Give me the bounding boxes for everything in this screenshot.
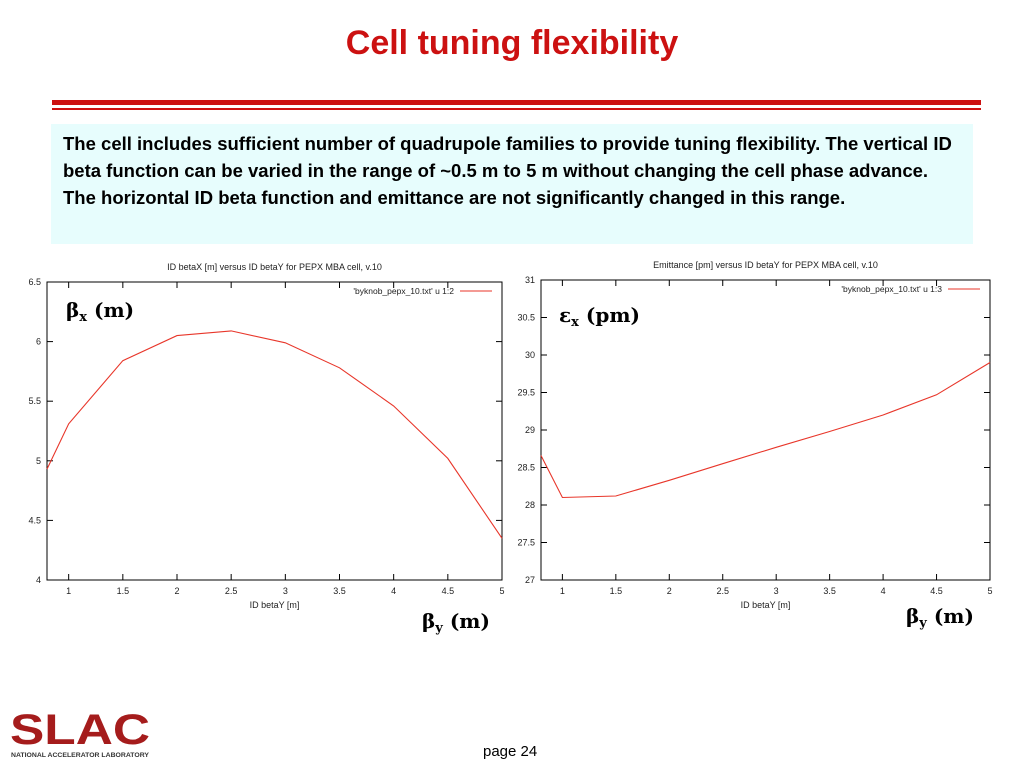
chart2-x-unit: (m) [933,604,974,628]
chart1-plot-frame [46,281,503,581]
chart2-x-tick-label: 2.5 [716,586,729,596]
chart2-y-tick-label: 31 [525,275,535,285]
chart1-y-unit: (m) [94,298,135,322]
chart2-x-tick-label: 1 [560,586,565,596]
chart1-x-tick-label: 5 [499,586,504,596]
chart2-y-subscript: x [571,315,579,330]
page-number: page 24 [483,743,538,760]
description-textbox: The cell includes sufficient number of q… [51,124,973,244]
chart1-x-unit: (m) [449,609,490,633]
chart1-x-axis-title: ID betaY [m] [250,600,300,610]
chart2-x-tick-label: 1.5 [610,586,623,596]
chart2-y-tick-label: 28 [525,500,535,510]
chart2-x-tick-label: 3 [774,586,779,596]
chart2-x-tick-label: 2 [667,586,672,596]
description-text: The cell includes sufficient number of q… [63,133,952,208]
chart2-x-axis-label: βy (m) [906,604,974,631]
chart1-title: ID betaX [m] versus ID betaY for PEPX MB… [167,262,382,272]
chart1-x-tick-label: 1.5 [117,586,130,596]
slac-logo: SLAC NATIONAL ACCELERATOR LABORATORY [10,706,160,767]
chart1-y-tick-label: 6.5 [28,277,41,287]
chart1-x-tick-label: 1 [66,586,71,596]
chart2-x-axis-title: ID betaY [m] [741,600,791,610]
chart2-x-symbol: β [906,604,920,628]
chart1-x-axis-label: βy (m) [422,609,490,636]
betax-chart-svg: ID betaX [m] versus ID betaY for PEPX MB… [28,262,504,610]
chart1-y-subscript: x [79,310,88,325]
chart2-x-tick-label: 4 [881,586,886,596]
chart2-x-tick-label: 4.5 [930,586,943,596]
chart1-x-symbol: β [422,609,436,633]
chart2-x-tick-label: 5 [987,586,992,596]
chart2-y-axis-label: εx (pm) [559,303,640,330]
chart1-x-subscript: y [435,621,443,636]
chart1-y-tick-label: 5.5 [28,396,41,406]
slac-logo-graphic: SLAC NATIONAL ACCELERATOR LABORATORY [10,706,150,759]
chart1-y-tick-label: 5 [36,456,41,466]
chart2-y-tick-label: 29.5 [517,388,535,398]
chart1-x-tick-label: 2.5 [225,586,238,596]
logo-subtext: NATIONAL ACCELERATOR LABORATORY [11,753,149,759]
chart1-x-tick-label: 3.5 [333,586,346,596]
chart2-y-unit: (pm) [585,303,640,327]
chart2-y-tick-label: 28.5 [517,463,535,473]
chart1-x-tick-label: 4 [391,586,396,596]
chart1-y-symbol: β [66,298,80,322]
chart2-y-symbol: ε [559,303,572,327]
chart2-title: Emittance [pm] versus ID betaY for PEPX … [653,260,878,270]
chart2-y-tick-label: 27 [525,575,535,585]
chart2-x-tick-label: 3.5 [823,586,836,596]
chart1-y-tick-label: 4 [36,575,41,585]
chart1-x-tick-label: 4.5 [442,586,455,596]
chart2-series-line [540,362,991,499]
chart1-x-tick-label: 3 [283,586,288,596]
chart1-x-tick-label: 2 [174,586,179,596]
chart1-y-tick-label: 4.5 [28,515,41,525]
emittance-chart-svg: Emittance [pm] versus ID betaY for PEPX … [517,260,992,610]
chart2-legend-label: 'byknob_pepx_10.txt' u 1:3 [841,284,942,294]
title-divider-thin [52,108,981,110]
chart1-legend-label: 'byknob_pepx_10.txt' u 1:2 [353,286,454,296]
chart1-y-axis-label: βx (m) [66,298,134,325]
emittance-vs-betay-chart: Emittance [pm] versus ID betaY for PEPX … [512,250,1024,620]
chart1-y-tick-label: 6 [36,337,41,347]
chart2-y-tick-label: 29 [525,425,535,435]
title-divider-thick [52,100,981,105]
chart2-y-tick-label: 30.5 [517,313,535,323]
logo-wordmark: SLAC [10,706,150,754]
slide-title: Cell tuning flexibility [345,24,679,62]
betax-vs-betay-chart: ID betaX [m] versus ID betaY for PEPX MB… [0,250,512,620]
chart2-y-tick-label: 30 [525,350,535,360]
chart1-series-line [46,330,503,539]
chart2-y-tick-label: 27.5 [517,538,535,548]
chart2-x-subscript: y [919,616,927,631]
